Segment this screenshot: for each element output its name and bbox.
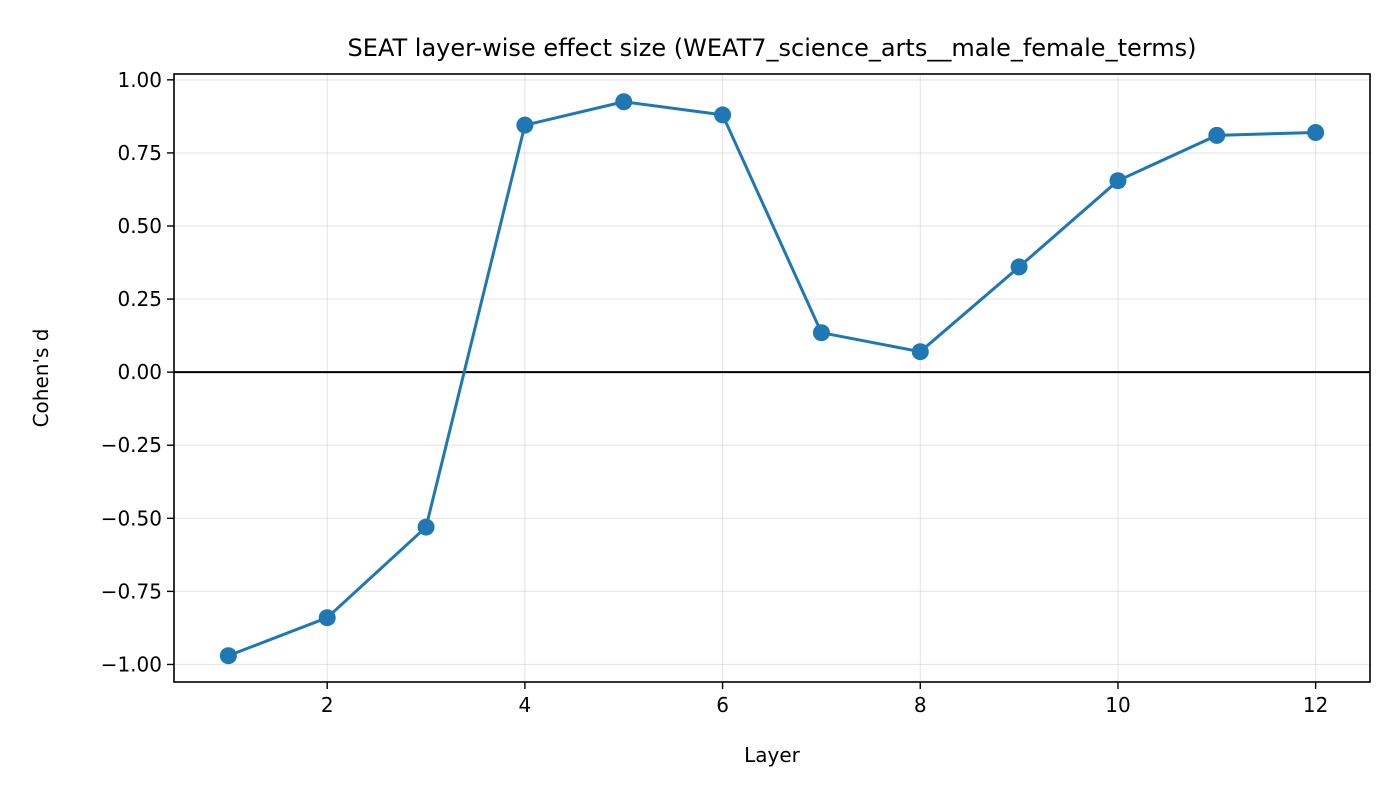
y-tick-label: −1.00 xyxy=(101,652,162,676)
data-point xyxy=(417,518,435,536)
y-axis-label: Cohen's d xyxy=(29,329,53,428)
data-point xyxy=(911,343,929,361)
data-point xyxy=(812,324,830,342)
data-point xyxy=(318,609,336,627)
y-tick-label: −0.25 xyxy=(101,433,162,457)
y-tick-label: 0.50 xyxy=(117,214,162,238)
x-tick-label: 2 xyxy=(321,693,334,717)
x-tick-label: 6 xyxy=(716,693,729,717)
x-tick-label: 8 xyxy=(914,693,927,717)
series-line xyxy=(227,100,1316,658)
data-point xyxy=(219,647,237,665)
y-tick-label: 0.75 xyxy=(117,141,162,165)
x-axis-label: Layer xyxy=(744,743,801,767)
data-point xyxy=(1010,258,1028,276)
chart-title: SEAT layer-wise effect size (WEAT7_scien… xyxy=(348,34,1197,62)
plot-frame xyxy=(173,73,1371,683)
data-point xyxy=(615,93,633,111)
y-tick-label: 0.00 xyxy=(117,360,162,384)
x-tick-label: 10 xyxy=(1105,693,1130,717)
y-tick-label: 1.00 xyxy=(117,68,162,92)
data-point xyxy=(516,116,534,134)
ticks: 2 4 6 8 10 12 1.00 0.75 0.50 0.25 0.00 −0.25 −0.50 −0… xyxy=(101,68,1329,717)
data-point xyxy=(714,106,732,124)
y-tick-label: 0.25 xyxy=(117,287,162,311)
data-point xyxy=(1307,123,1325,141)
data-point xyxy=(1208,126,1226,144)
series-group xyxy=(219,93,1325,665)
x-tick-label: 4 xyxy=(519,693,532,717)
y-tick-label: −0.50 xyxy=(101,506,162,530)
y-tick-label: −0.75 xyxy=(101,579,162,603)
data-point xyxy=(1109,172,1127,190)
x-tick-label: 12 xyxy=(1303,693,1328,717)
